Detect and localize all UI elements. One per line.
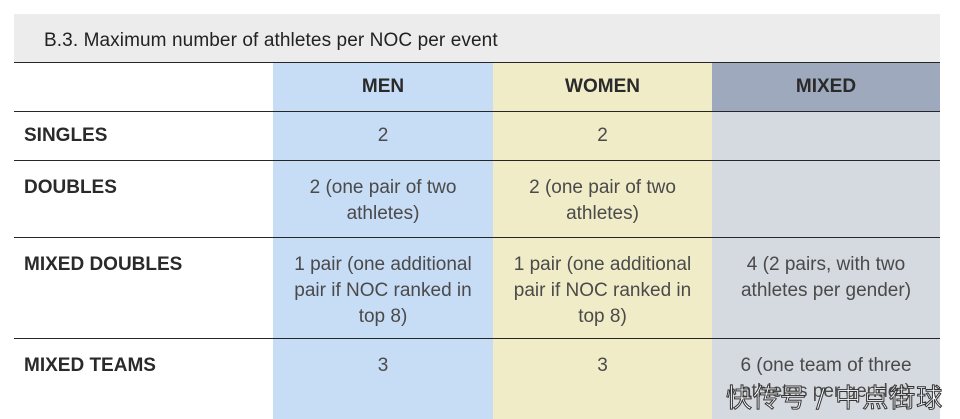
women-cell: 2 — [493, 112, 712, 160]
header-mixed: MIXED — [712, 63, 940, 111]
table-row: DOUBLES 2 (one pair of two athletes) 2 (… — [14, 160, 940, 237]
men-cell: 1 pair (one additional pair if NOC ranke… — [273, 238, 493, 338]
table-row: SINGLES 2 2 — [14, 111, 940, 160]
header-men: MEN — [273, 63, 493, 111]
mixed-cell: 6 (one team of three athletes per gender… — [712, 339, 940, 419]
women-cell: 3 — [493, 339, 712, 419]
men-cell: 2 (one pair of two athletes) — [273, 161, 493, 237]
table-row: MIXED DOUBLES 1 pair (one additional pai… — [14, 237, 940, 338]
mixed-cell: 4 (2 pairs, with two athletes per gender… — [712, 238, 940, 338]
row-label: MIXED TEAMS — [14, 339, 273, 419]
mixed-cell — [712, 161, 940, 237]
table-row: MIXED TEAMS 3 3 6 (one team of three ath… — [14, 338, 940, 419]
women-cell: 1 pair (one additional pair if NOC ranke… — [493, 238, 712, 338]
row-label: SINGLES — [14, 112, 273, 160]
watermark: 快传号 / 中点街球 — [725, 384, 944, 415]
men-cell: 2 — [273, 112, 493, 160]
row-label: DOUBLES — [14, 161, 273, 237]
athletes-table: MEN WOMEN MIXED SINGLES 2 2 DOUBLES 2 (o… — [14, 62, 940, 419]
mixed-cell — [712, 112, 940, 160]
header-women: WOMEN — [493, 63, 712, 111]
header-row: MEN WOMEN MIXED — [14, 62, 940, 111]
women-cell: 2 (one pair of two athletes) — [493, 161, 712, 237]
row-label: MIXED DOUBLES — [14, 238, 273, 338]
table-title: B.3. Maximum number of athletes per NOC … — [44, 30, 498, 51]
header-empty — [14, 63, 273, 111]
men-cell: 3 — [273, 339, 493, 419]
